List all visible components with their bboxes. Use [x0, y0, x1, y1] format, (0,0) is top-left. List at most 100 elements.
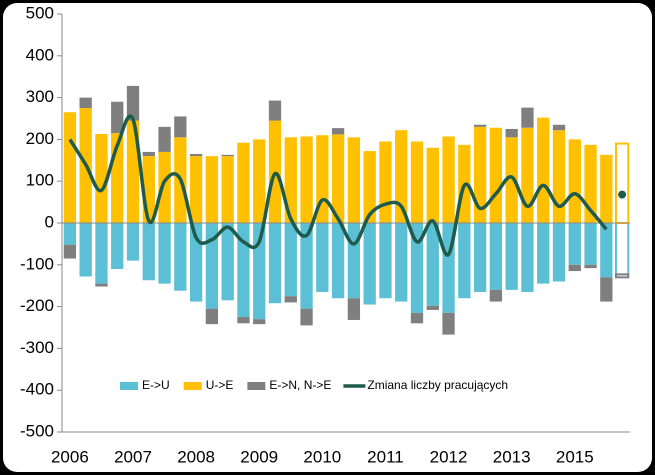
x-tick-label: 2015	[556, 447, 594, 466]
bar	[126, 223, 140, 261]
legend-swatch	[120, 382, 138, 390]
bar	[505, 128, 518, 138]
bar	[331, 223, 345, 299]
bar	[568, 223, 581, 265]
bar	[63, 223, 77, 245]
bar	[489, 289, 503, 302]
bar	[205, 223, 219, 309]
bar	[158, 223, 171, 284]
bar	[442, 312, 455, 335]
y-tick-label: 0	[45, 212, 54, 231]
bar	[489, 127, 503, 223]
bar	[537, 117, 550, 223]
bar	[237, 223, 250, 318]
bar	[568, 139, 581, 223]
bar	[300, 136, 313, 223]
y-tick-label: -400	[20, 380, 54, 399]
x-tick-label: 2012	[430, 447, 468, 466]
y-tick-label: 100	[26, 171, 54, 190]
bar	[426, 223, 439, 306]
y-tick-label: -300	[20, 338, 54, 357]
bar	[79, 97, 92, 109]
bar	[537, 223, 550, 284]
bar	[584, 264, 597, 269]
bar	[473, 223, 487, 292]
bar	[253, 319, 266, 325]
legend-label: E->N, N->E	[269, 378, 331, 392]
y-tick-label: -200	[20, 296, 54, 315]
bar	[458, 223, 471, 299]
bar	[347, 223, 361, 299]
x-tick-label: 2013	[493, 447, 531, 466]
bar	[379, 223, 392, 299]
bar	[205, 308, 219, 325]
bar	[395, 223, 408, 302]
bar	[600, 154, 613, 223]
bar	[614, 273, 630, 279]
bar	[410, 312, 424, 324]
bar	[126, 85, 140, 121]
bar	[614, 222, 630, 276]
bar	[552, 124, 566, 131]
bar	[79, 223, 92, 277]
y-tick-label: -100	[20, 254, 54, 273]
bar	[600, 277, 613, 302]
bar	[221, 154, 234, 157]
bar	[426, 305, 439, 310]
bar	[95, 223, 108, 284]
y-tick-label: 300	[26, 87, 54, 106]
bar	[174, 116, 187, 138]
bar	[568, 264, 581, 272]
bar	[363, 223, 376, 305]
bar	[300, 308, 313, 326]
bar	[442, 136, 455, 223]
x-tick-label: 2008	[177, 447, 215, 466]
bar	[552, 130, 566, 223]
bar	[189, 154, 203, 157]
forecast-point	[618, 190, 627, 199]
bar	[189, 156, 203, 223]
bar	[111, 223, 124, 269]
bar	[205, 156, 219, 223]
x-tick-label: 2007	[114, 447, 152, 466]
x-tick-label: 2011	[367, 447, 404, 466]
x-tick-label: 2010	[303, 447, 341, 466]
bar	[521, 223, 534, 292]
bar	[237, 317, 250, 324]
bar	[584, 144, 597, 223]
legend-label: U->E	[206, 378, 234, 392]
bar	[142, 223, 155, 281]
bar	[473, 126, 487, 223]
bar	[395, 130, 408, 223]
legend-swatch	[183, 382, 202, 390]
bar	[426, 147, 439, 223]
bar	[552, 223, 566, 282]
bar	[614, 142, 630, 224]
bar	[505, 137, 518, 223]
bar	[505, 223, 518, 290]
y-tick-label: -500	[20, 421, 54, 440]
bar	[489, 223, 503, 290]
bar	[331, 128, 345, 135]
legend-swatch	[247, 382, 266, 390]
x-tick-label: 2006	[51, 447, 89, 466]
bar	[379, 141, 392, 223]
bar	[158, 126, 171, 152]
bar	[284, 137, 297, 223]
y-tick-label: 500	[26, 3, 54, 22]
bar	[174, 223, 187, 291]
bar	[600, 223, 613, 278]
bar	[300, 223, 313, 309]
bar	[237, 142, 250, 223]
y-tick-label: 200	[26, 129, 54, 148]
bar	[363, 151, 376, 223]
bar	[95, 283, 108, 287]
bar	[316, 223, 329, 292]
bar	[284, 223, 297, 297]
bar	[221, 156, 234, 223]
bar	[95, 133, 108, 223]
bar	[268, 223, 282, 304]
bar	[410, 141, 424, 223]
bar	[347, 298, 361, 320]
